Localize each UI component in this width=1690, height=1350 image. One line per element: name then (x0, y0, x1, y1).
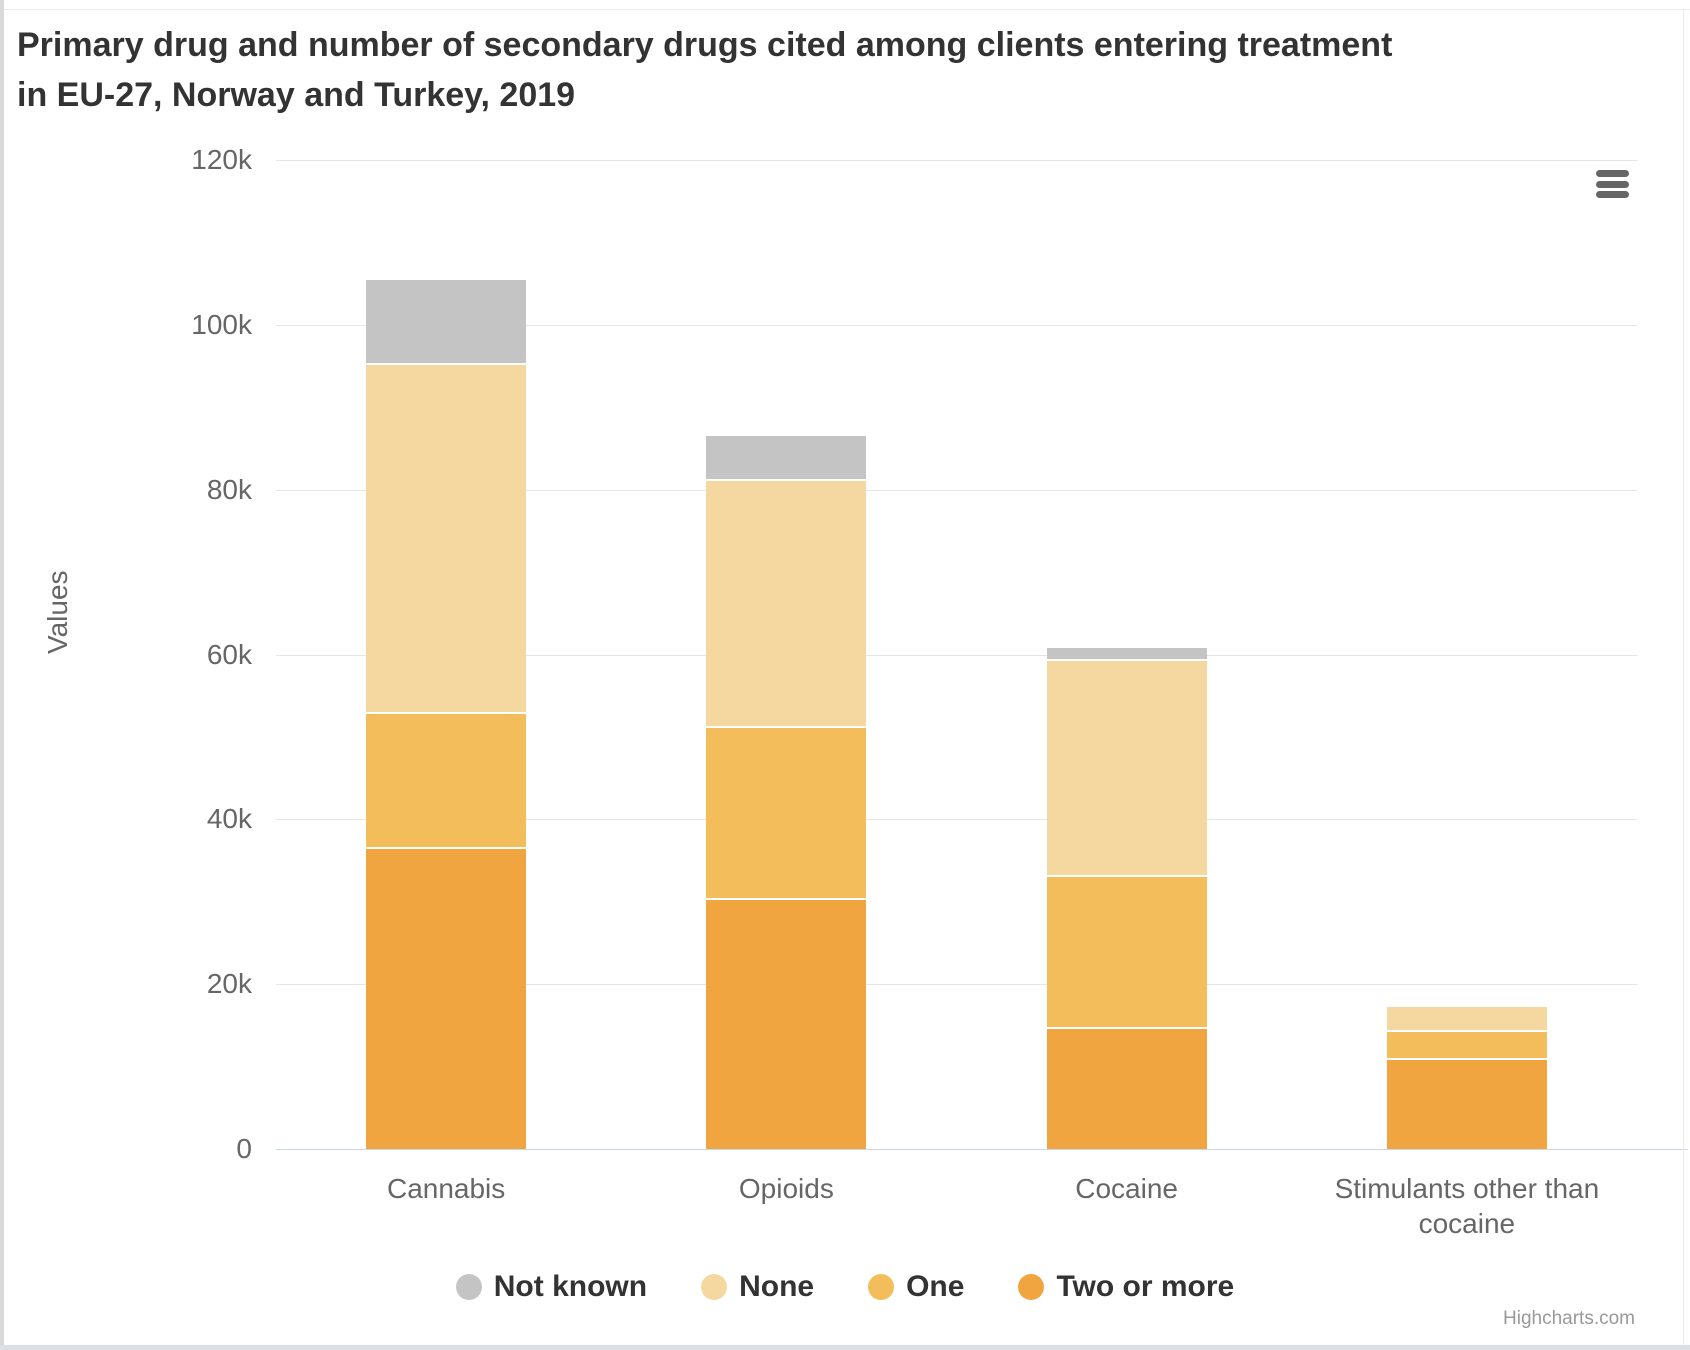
y-axis-tick-label: 100k (191, 308, 252, 340)
bar-segment[interactable] (1386, 1004, 1547, 1031)
bar-segment[interactable] (1046, 659, 1207, 875)
x-axis-category-label: Cannabis (386, 1173, 506, 1204)
legend-item-none[interactable]: None (701, 1270, 814, 1304)
legend-item-label: Not known (493, 1270, 648, 1303)
legend-item-one[interactable]: One (868, 1270, 964, 1304)
chart-title-line1: Primary drug and number of secondary dru… (17, 26, 1393, 64)
bar-segment[interactable] (366, 712, 527, 848)
y-axis-tick-label: 0 (236, 1133, 252, 1164)
bar-segment[interactable] (1046, 1027, 1207, 1149)
page-edge-left (0, 0, 4, 1350)
page-edge-right (1683, 9, 1684, 1350)
legend-item-label: Two or more (1056, 1270, 1235, 1303)
bar-segment[interactable] (1386, 1030, 1547, 1059)
y-axis-tick-label: 60k (206, 638, 252, 670)
x-axis-category-label: Stimulants other than cocaine (1334, 1173, 1600, 1239)
bar-segment[interactable] (366, 362, 527, 713)
page-edge-bottom (0, 1345, 1690, 1350)
y-gridline (276, 160, 1637, 161)
x-axis-line (276, 1149, 1688, 1150)
chart-title-line2: in EU-27, Norway and Turkey, 2019 (17, 76, 576, 114)
chart-title: Primary drug and number of secondary dru… (17, 20, 1617, 120)
page-edge-top (4, 9, 1690, 10)
y-axis-tick-label: 20k (206, 968, 252, 1000)
bar-segment[interactable] (366, 277, 527, 363)
bar-segment[interactable] (1386, 1058, 1547, 1149)
y-axis-tick-label: 40k (206, 803, 252, 835)
y-gridline (276, 324, 1637, 326)
y-gridline (276, 984, 1637, 986)
bar-segment[interactable] (366, 847, 527, 1149)
legend-item-label: None (739, 1270, 815, 1303)
y-axis-tick-label: 80k (206, 473, 252, 505)
legend: Not known None One Two or more (0, 1270, 1690, 1304)
y-axis-tick-label: 120k (191, 144, 252, 175)
bar-segment[interactable] (706, 434, 867, 479)
credits-link[interactable]: Highcharts.com (1503, 1308, 1635, 1329)
legend-marker-icon (868, 1274, 895, 1300)
hamburger-menu-icon (1592, 170, 1632, 199)
y-gridline (276, 489, 1637, 491)
bar-segment[interactable] (1046, 646, 1207, 660)
legend-marker-icon (701, 1274, 728, 1300)
bar-segment[interactable] (706, 897, 867, 1149)
context-menu-button[interactable] (1592, 166, 1632, 206)
bar-segment[interactable] (1046, 874, 1207, 1028)
bar-segment[interactable] (706, 726, 867, 898)
y-gridline (276, 819, 1637, 821)
legend-item-two-or-more[interactable]: Two or more (1018, 1270, 1234, 1304)
legend-item-label: One (906, 1270, 965, 1303)
x-axis-category-label: Cocaine (1075, 1173, 1178, 1204)
bar-segment[interactable] (706, 478, 867, 727)
y-gridline (276, 654, 1637, 656)
legend-marker-icon (455, 1274, 482, 1300)
legend-marker-icon (1018, 1274, 1045, 1300)
legend-item-not-known[interactable]: Not known (455, 1270, 648, 1304)
x-axis-category-label: Opioids (738, 1173, 834, 1204)
